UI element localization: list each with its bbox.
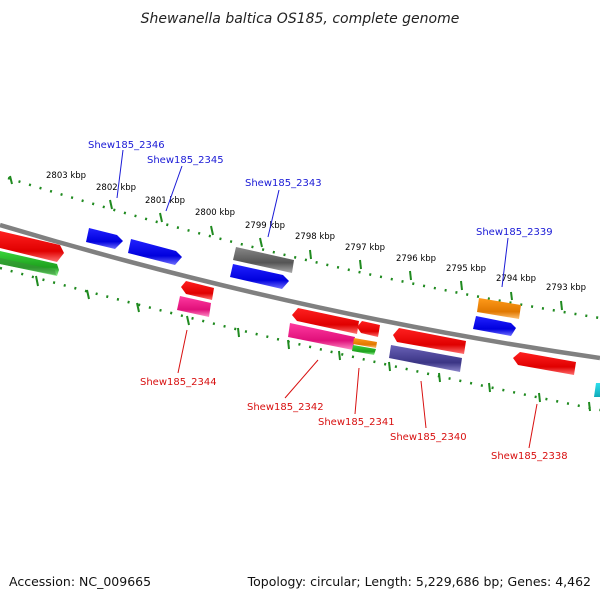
gene-shew185-2339-orange[interactable]: [477, 298, 521, 319]
scale-label: 2800 kbp: [195, 208, 235, 218]
gene-label-shew185-2342[interactable]: Shew185_2342: [247, 402, 324, 413]
scale-tick: [388, 361, 391, 372]
scale-tick: [186, 315, 190, 326]
gene-shew185-2342-red[interactable]: [292, 308, 359, 334]
gene-shew185-2346[interactable]: [86, 228, 123, 249]
gene-right-cyan[interactable]: [594, 383, 600, 397]
scale-label: 2802 kbp: [96, 183, 136, 193]
gene-shew185-2341-orange[interactable]: [353, 338, 377, 348]
gene-shew185-2345[interactable]: [128, 239, 182, 265]
scale-label: 2798 kbp: [295, 232, 335, 242]
gene-shew185-2339[interactable]: [473, 316, 516, 336]
gene-shew185-2343[interactable]: [233, 247, 294, 273]
scale-tick: [309, 249, 312, 260]
lower-scale-track: [0, 266, 600, 412]
scale-label: 2797 kbp: [345, 243, 385, 253]
scale-tick: [210, 225, 214, 236]
scale-tick: [438, 372, 441, 383]
leader-line: [116, 149, 124, 199]
scale-label: 2796 kbp: [396, 254, 436, 264]
topology-text: Topology: circular; Length: 5,229,686 bp…: [247, 574, 591, 589]
gene-2343-partner[interactable]: [230, 264, 289, 289]
scale-tick: [159, 212, 163, 223]
scale-tick: [109, 199, 113, 210]
upper-scale-track: [7, 175, 600, 320]
scale-label: 2793 kbp: [546, 283, 586, 293]
scale-tick: [259, 237, 263, 248]
leader-line: [420, 380, 427, 429]
scale-tick: [9, 175, 13, 185]
scale-label: 2803 kbp: [46, 171, 86, 181]
scale-tick: [409, 270, 412, 281]
scale-tick: [35, 275, 39, 287]
scale-tick: [510, 291, 513, 301]
gene-label-shew185-2346[interactable]: Shew185_2346: [88, 140, 165, 151]
leader-line: [267, 189, 280, 238]
scale-tick: [136, 302, 140, 313]
scale-labels: 2803 kbp 2802 kbp 2801 kbp 2800 kbp 2799…: [46, 171, 586, 293]
gene-shew185-2344[interactable]: [177, 296, 211, 317]
leader-line: [165, 165, 183, 212]
gene-shew185-2341-red[interactable]: [357, 321, 380, 337]
gene-label-shew185-2344[interactable]: Shew185_2344: [140, 377, 217, 388]
gene-shew185-2340[interactable]: [389, 345, 462, 372]
scale-tick: [359, 259, 362, 270]
scale-label: 2801 kbp: [145, 196, 185, 206]
scale-tick: [287, 339, 290, 350]
scale-label: 2794 kbp: [496, 274, 536, 284]
gene-label-shew185-2339[interactable]: Shew185_2339: [476, 227, 553, 238]
gene-label-shew185-2343[interactable]: Shew185_2343: [245, 178, 322, 189]
scale-tick: [460, 280, 463, 291]
scale-tick: [588, 401, 591, 412]
leader-line: [354, 367, 360, 415]
gene-label-shew185-2338[interactable]: Shew185_2338: [491, 451, 568, 462]
scale-tick: [488, 382, 491, 393]
scale-label: 2799 kbp: [245, 221, 285, 231]
gene-shew185-2338[interactable]: [513, 352, 576, 375]
accession-text: Accession: NC_009665: [9, 574, 151, 589]
scale-tick: [538, 392, 541, 403]
gene-label-shew185-2341[interactable]: Shew185_2341: [318, 417, 395, 428]
scale-tick: [86, 289, 90, 300]
leader-line: [528, 403, 538, 449]
gene-shew185-2341[interactable]: [352, 345, 376, 355]
scale-tick: [560, 300, 563, 311]
gene-label-shew185-2340[interactable]: Shew185_2340: [390, 432, 467, 443]
gene-shew185-2344-red[interactable]: [181, 281, 214, 300]
leader-line: [501, 237, 509, 288]
gene-left-green-b[interactable]: [0, 258, 56, 275]
scale-label: 2795 kbp: [446, 264, 486, 274]
gene-label-shew185-2345[interactable]: Shew185_2345: [147, 155, 224, 166]
scale-tick: [338, 350, 341, 361]
genome-backbone: [0, 222, 600, 361]
gene-shew185-2342[interactable]: [288, 323, 355, 350]
gene-shew185-2340-red[interactable]: [393, 328, 466, 354]
gene-left-red[interactable]: [0, 231, 64, 262]
leader-line: [177, 329, 188, 374]
map-title: Shewanella baltica OS185, complete genom…: [141, 11, 460, 27]
scale-tick: [237, 327, 240, 338]
leader-line: [284, 359, 319, 399]
